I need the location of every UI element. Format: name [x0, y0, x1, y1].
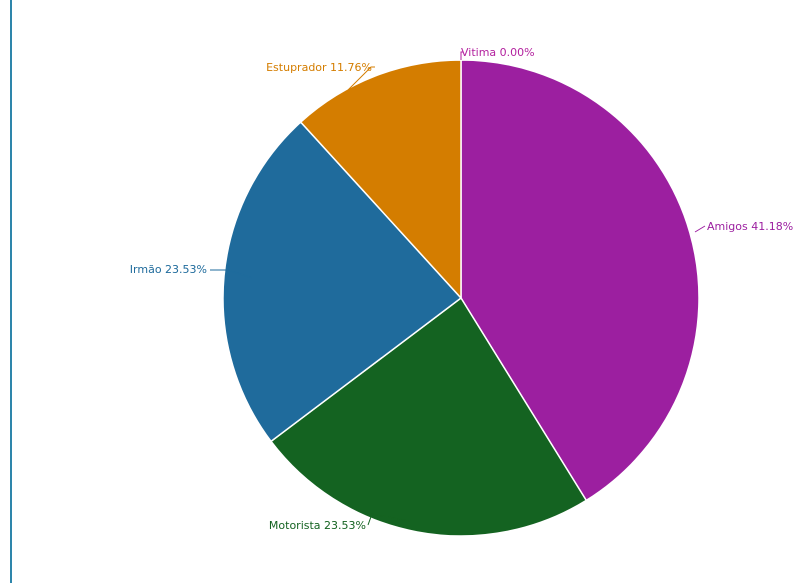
pie-leader-lines: [210, 51, 706, 527]
pie-labels: Amigos 41.18% Motorista 23.53% Irmão 23.53…: [130, 46, 793, 532]
leader-line-irmao: [210, 269, 253, 279]
leader-line-amigos: [694, 225, 706, 233]
pie-slice-amigos: [460, 59, 700, 502]
slice-label-motorista: Motorista 23.53%: [269, 519, 366, 532]
frame-left-border: [10, 0, 12, 583]
pie-slice-estuprador: [299, 59, 462, 300]
slice-label-estuprador: Estuprador 11.76%: [266, 61, 372, 74]
slice-label-vitima: Vitima 0.00%: [461, 46, 535, 59]
leader-line-estuprador: [345, 66, 375, 93]
pie-slices: [222, 59, 700, 537]
slice-label-amigos: Amigos 41.18%: [707, 220, 793, 233]
leader-line-vitima: [460, 51, 463, 60]
pie-slice-irmao: [222, 121, 463, 443]
slice-label-irmao: Irmão 23.53%: [130, 263, 207, 276]
pie-slice-motorista: [269, 296, 588, 537]
leader-line-motorista: [367, 513, 411, 527]
